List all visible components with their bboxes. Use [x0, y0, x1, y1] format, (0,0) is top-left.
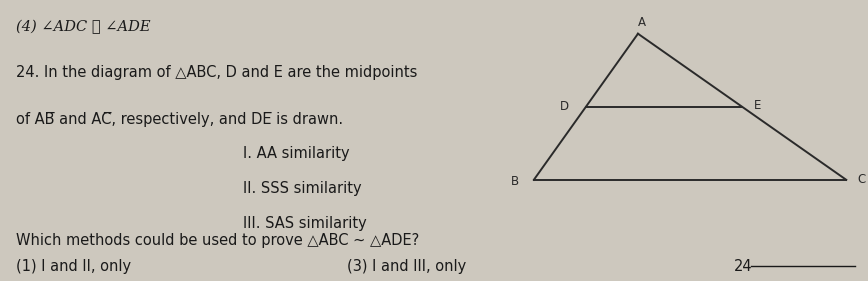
Text: A: A: [638, 16, 647, 29]
Text: Which methods could be used to prove △ABC ~ △ADE?: Which methods could be used to prove △AB…: [16, 233, 419, 248]
Text: III. SAS similarity: III. SAS similarity: [243, 216, 367, 231]
Text: of AB̅ and AC̅, respectively, and DE̅ is drawn.: of AB̅ and AC̅, respectively, and DE̅ is…: [16, 112, 343, 127]
Text: 24: 24: [733, 259, 752, 273]
Text: (3) I and III, only: (3) I and III, only: [347, 259, 466, 273]
Text: I. AA similarity: I. AA similarity: [243, 146, 350, 161]
Text: (4) ∠ADC ≅ ∠ADE: (4) ∠ADC ≅ ∠ADE: [16, 20, 150, 34]
Text: (1) I and II, only: (1) I and II, only: [16, 259, 131, 273]
Text: B: B: [510, 175, 519, 188]
Text: D: D: [560, 100, 569, 113]
Text: 24. In the diagram of △ABC, D and E are the midpoints: 24. In the diagram of △ABC, D and E are …: [16, 65, 417, 80]
Text: E: E: [754, 99, 761, 112]
Text: II. SSS similarity: II. SSS similarity: [243, 181, 362, 196]
Text: C: C: [858, 173, 866, 186]
